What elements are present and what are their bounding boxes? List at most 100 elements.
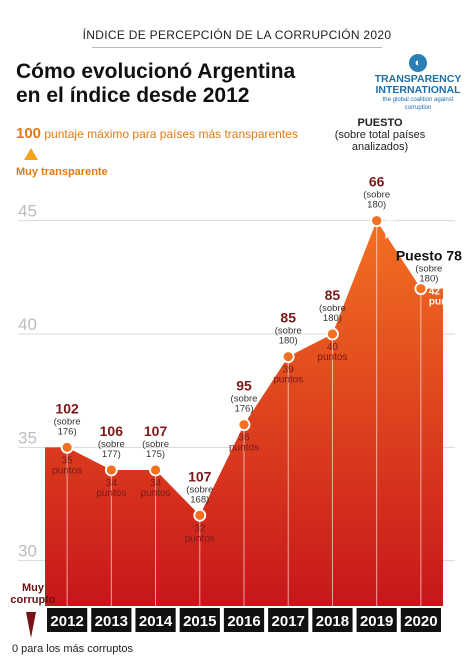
rank-label-sobre: (sobre [363,190,390,201]
x-tick-box [223,608,265,632]
x-tick-label: 2017 [272,613,305,630]
y-tick-label: 40 [18,315,37,334]
max-score-text: puntaje máximo para países más transpare… [44,127,298,141]
logo-tagline: the global coalition against corruption [382,97,454,111]
rank-header-subtitle-1: (sobre total países [334,129,426,141]
data-point [237,418,251,432]
supertitle: ÍNDICE DE PERCEPCIÓN DE LA CORRUPCIÓN 20… [82,28,392,42]
transparency-international-logo: ◐ TRANSPARENCY INTERNATIONAL the global … [372,54,464,112]
up-arrow-icon [24,148,38,160]
x-tick-label: 2014 [139,613,173,630]
rank-label-value: 85 [325,287,341,303]
rank-label-value: 66 [369,174,385,190]
score-label-unit: puntos [229,443,259,454]
score-label-value: 32 [194,523,206,534]
rank-label-sobre: (sobre [415,264,442,275]
bottom-scale-label-2: corrupto [10,594,56,606]
rank-label-sobre: (sobre [319,303,346,314]
x-tick-box [268,608,309,632]
score-label-unit: puntos [317,352,347,363]
rank-label-total: 176) [234,404,253,415]
rank-label-value: 107 [188,468,212,484]
rank-label-sobre: (sobre [186,484,213,495]
x-tick-box [135,608,176,632]
max-score-value: 100 [16,125,42,142]
score-label-unit: puntos [52,465,82,476]
max-score-note: 100 puntaje máximo para países más trans… [16,125,298,142]
score-label-value: 35 [62,455,74,466]
score-label-unit: puntos [96,488,126,499]
x-tick-box [312,608,353,632]
rank-label-sobre: (sobre [275,326,302,337]
score-label-unit: puntos [273,375,303,386]
score-label-value: 45 [385,219,397,230]
score-label-value: 42 [429,287,441,298]
rank-label-total: 177) [102,449,121,460]
score-label-value: 40 [327,342,339,353]
rank-label-value: Puesto 78 [396,248,462,264]
rank-label-value: 85 [280,310,296,326]
x-tick-box [179,608,220,632]
title-divider [92,47,382,48]
score-label-value: 36 [238,433,250,444]
score-label-unit: puntos [141,488,171,499]
bottom-scale-label: Muy corrupto [8,582,58,606]
rank-label-total: 168) [190,494,209,505]
rank-label-value: 102 [55,400,79,416]
x-tick-label: 2020 [404,613,437,630]
rank-label-total: 180) [323,313,342,324]
page-title: Cómo evolucionó Argentina en el índice d… [16,60,295,108]
rank-header: PUESTO (sobre total países analizados) [330,117,430,153]
logo-line-1: TRANSPARENCY [374,73,462,85]
rank-label-sobre: (sobre [142,439,169,450]
x-tick-label: 2018 [316,613,349,630]
rank-label-total: 175) [146,449,165,460]
rank-label-value: 106 [100,423,124,439]
rank-header-subtitle-2: analizados) [351,141,409,153]
rank-label-sobre: (sobre [98,439,125,450]
data-point [104,463,118,477]
data-point [60,440,74,454]
rank-label-value: 107 [144,423,168,439]
title-line-1: Cómo evolucionó Argentina [16,60,296,83]
rank-header-title: PUESTO [357,117,403,129]
score-label-unit: puntos [185,533,215,544]
data-point [326,327,339,341]
rank-label-sobre: (sobre [54,416,81,427]
x-tick-box [356,608,397,632]
down-arrow-icon [26,612,36,638]
data-point [281,350,295,364]
y-tick-label: 45 [18,202,37,221]
min-score-note: 0 para los más corruptos [12,643,134,655]
x-tick-label: 2016 [227,613,260,630]
rank-label-total: 176) [58,426,77,437]
logo-line-2: INTERNATIONAL [375,84,461,96]
score-label-unit: puntos [385,229,419,240]
rank-label-total: 180) [279,336,298,347]
x-tick-label: 2019 [360,613,393,630]
rank-label-value: 95 [236,378,252,394]
globe-icon: ◐ [409,54,427,72]
x-tick-label: 2015 [183,613,216,630]
score-label-value: 39 [283,365,295,376]
x-tick-label: 2013 [95,613,128,630]
bottom-scale-label-1: Muy [22,582,44,594]
rank-label-sobre: (sobre [231,394,258,405]
series-area [45,220,443,606]
data-point [414,282,428,296]
x-tick-box [91,608,132,632]
data-point [149,463,162,477]
score-label-value: 34 [106,478,118,489]
rank-label-total: 180) [367,200,386,211]
x-tick-box [400,608,441,632]
title-line-2: en el índice desde 2012 [16,84,250,107]
x-tick-box [47,608,88,632]
score-label-unit: puntos [429,297,463,308]
y-tick-label: 30 [18,542,37,561]
data-point [370,214,384,228]
data-point [193,508,207,522]
top-scale-label: Muy transparente [16,166,108,178]
score-label-value: 34 [150,478,162,489]
rank-label-total: 180) [419,274,438,285]
